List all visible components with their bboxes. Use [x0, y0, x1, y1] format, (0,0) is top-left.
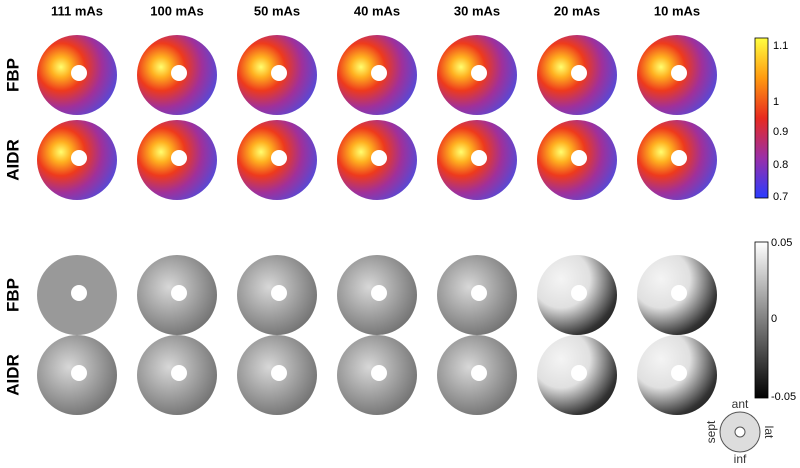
- orientation-hole: [734, 426, 746, 438]
- colorbar-tick-label: 1: [773, 96, 779, 108]
- polar-map-hole: [171, 65, 187, 81]
- polar-map-hole: [71, 150, 87, 166]
- colorbar-tick-label: 0.9: [773, 126, 788, 138]
- polar-map-hole: [271, 65, 287, 81]
- column-header: 111 mAs: [51, 3, 103, 18]
- polar-map-hole: [571, 365, 587, 381]
- column-header: 30 mAs: [454, 3, 500, 18]
- colorbar-tick-label: 0.05: [771, 237, 792, 249]
- colorbar-tick-label: 0: [771, 313, 777, 325]
- orientation-label: inf: [734, 452, 747, 466]
- row-label: FBP: [3, 58, 22, 92]
- polar-map-hole: [471, 65, 487, 81]
- column-header: 100 mAs: [150, 3, 203, 18]
- polar-map-hole: [371, 285, 387, 301]
- polar-map-hole: [671, 285, 687, 301]
- column-header: 20 mAs: [554, 3, 600, 18]
- orientation-label: ant: [732, 397, 749, 411]
- polar-map-hole: [571, 150, 587, 166]
- polar-map-hole: [171, 150, 187, 166]
- polar-map-hole: [271, 150, 287, 166]
- polar-map-hole: [71, 365, 87, 381]
- polar-map-hole: [71, 285, 87, 301]
- colorbar-tick-label: 1.1: [773, 40, 788, 52]
- column-header: 50 mAs: [254, 3, 300, 18]
- colorbar: [754, 37, 769, 199]
- polar-map-hole: [271, 285, 287, 301]
- colorbar: [754, 241, 769, 399]
- polar-map-hole: [271, 365, 287, 381]
- orientation-label: lat: [762, 426, 776, 439]
- polar-map-hole: [671, 150, 687, 166]
- polar-map-hole: [471, 365, 487, 381]
- polar-map-hole: [471, 150, 487, 166]
- polar-map-hole: [371, 365, 387, 381]
- polar-map-hole: [571, 285, 587, 301]
- colorbar-tick-label: 0.7: [773, 191, 788, 203]
- polar-map-hole: [171, 365, 187, 381]
- orientation-label: sept: [704, 420, 718, 443]
- row-label: AIDR: [3, 354, 22, 396]
- colorbar-tick-label: 0.8: [773, 159, 788, 171]
- polar-map-hole: [371, 65, 387, 81]
- row-label: AIDR: [3, 139, 22, 181]
- polar-map-hole: [671, 365, 687, 381]
- polar-map-hole: [571, 65, 587, 81]
- row-label: FBP: [3, 278, 22, 312]
- column-header: 10 mAs: [654, 3, 700, 18]
- polar-map-hole: [71, 65, 87, 81]
- polar-map-hole: [471, 285, 487, 301]
- polar-map-hole: [371, 150, 387, 166]
- polar-map-hole: [171, 285, 187, 301]
- polar-map-hole: [671, 65, 687, 81]
- column-header: 40 mAs: [354, 3, 400, 18]
- colorbar-tick-label: -0.05: [771, 391, 796, 403]
